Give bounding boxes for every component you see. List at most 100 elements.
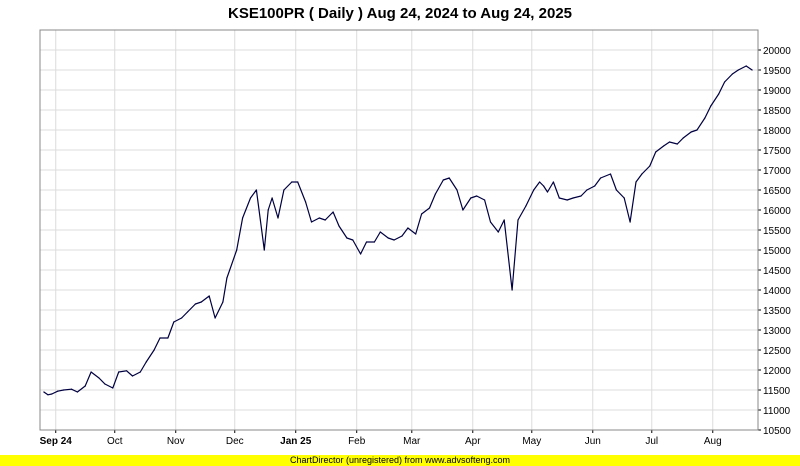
data-point <box>271 197 273 199</box>
data-point <box>533 189 535 191</box>
data-point <box>745 65 747 67</box>
data-point <box>682 137 684 139</box>
x-axis-tick-labels: Sep 24 Oct Nov Dec Jan 25 Feb Mar Apr May Jun Jul A… <box>40 430 722 447</box>
horizontal-gridlines <box>40 49 758 431</box>
data-point <box>489 221 492 223</box>
data-point <box>704 117 706 119</box>
data-point <box>379 231 381 233</box>
data-point <box>214 317 216 319</box>
x-tick-label: Dec <box>226 436 244 447</box>
data-point <box>517 219 519 221</box>
y-tick-label: 20000 <box>763 46 791 57</box>
data-point <box>415 233 417 235</box>
data-point <box>476 195 478 197</box>
footer-bar <box>0 455 800 466</box>
data-point <box>724 81 726 83</box>
data-point <box>572 197 574 199</box>
data-point <box>421 213 423 215</box>
data-point <box>373 241 375 243</box>
data-point <box>552 181 555 183</box>
y-tick-label: 13000 <box>763 326 791 337</box>
x-tick-label: Jul <box>645 436 658 447</box>
data-point <box>511 289 513 291</box>
data-point <box>305 201 307 203</box>
data-point <box>462 209 464 211</box>
y-tick-label: 13500 <box>763 306 791 317</box>
data-point <box>387 237 389 239</box>
y-tick-label: 14500 <box>763 266 791 277</box>
data-point <box>226 277 228 279</box>
y-tick-label: 19500 <box>763 66 791 77</box>
data-point <box>43 391 45 393</box>
data-point <box>525 205 527 207</box>
data-point <box>159 337 161 339</box>
data-point <box>283 189 285 191</box>
data-point <box>676 143 678 145</box>
data-point <box>629 221 631 223</box>
data-point <box>668 141 671 143</box>
data-point <box>655 151 657 153</box>
y-tick-label: 10500 <box>763 426 791 437</box>
x-tick-label: Oct <box>107 436 123 447</box>
plot-border <box>39 29 759 431</box>
data-point <box>401 235 403 237</box>
y-tick-label: 17000 <box>763 166 791 177</box>
data-point <box>710 105 712 107</box>
data-point <box>84 385 86 387</box>
data-point <box>558 197 560 199</box>
data-point <box>153 349 155 351</box>
data-point <box>104 383 106 385</box>
y-tick-label: 14000 <box>763 286 791 297</box>
data-point <box>352 239 354 241</box>
data-point <box>118 371 120 373</box>
data-point <box>255 189 257 191</box>
y-tick-label: 18000 <box>763 126 791 137</box>
y-axis-tick-labels: 10500 11000 11500 12000 12500 13000 13500 14000… <box>758 46 791 437</box>
data-point <box>737 69 739 71</box>
data-point <box>635 181 637 183</box>
data-point <box>539 181 541 183</box>
y-tick-label: 18500 <box>763 106 791 117</box>
data-point <box>186 311 189 313</box>
data-point <box>338 225 340 227</box>
data-point <box>145 361 147 363</box>
data-point <box>194 303 196 305</box>
data-point <box>139 371 141 373</box>
series-layer <box>43 65 753 396</box>
data-point <box>131 375 134 377</box>
data-point <box>90 371 92 373</box>
data-point <box>318 217 320 219</box>
data-point <box>546 191 549 193</box>
data-point <box>222 301 224 303</box>
data-point <box>76 391 78 393</box>
data-point <box>442 179 444 181</box>
y-tick-label: 16000 <box>763 206 791 217</box>
x-tick-label: May <box>522 436 541 447</box>
data-point <box>167 337 169 339</box>
x-tick-label: Aug <box>704 436 722 447</box>
y-tick-label: 19000 <box>763 86 791 97</box>
data-point <box>609 173 612 175</box>
data-point <box>181 317 183 319</box>
x-tick-label: Feb <box>348 436 366 447</box>
data-point <box>690 131 692 133</box>
data-point <box>200 301 202 303</box>
data-point <box>428 207 431 209</box>
data-point <box>393 239 395 241</box>
plot-frame <box>39 29 759 431</box>
y-tick-label: 15000 <box>763 246 791 257</box>
data-point <box>497 231 499 233</box>
data-point <box>70 388 73 390</box>
data-point <box>718 93 720 95</box>
data-point <box>751 69 753 71</box>
data-point <box>332 211 334 213</box>
data-point <box>360 253 362 255</box>
data-point <box>267 209 269 211</box>
data-point <box>407 227 409 229</box>
data-point <box>663 145 665 147</box>
data-point <box>484 199 486 201</box>
x-tick-label: Sep 24 <box>40 436 73 447</box>
x-tick-label: Mar <box>403 436 421 447</box>
data-point <box>731 73 734 75</box>
